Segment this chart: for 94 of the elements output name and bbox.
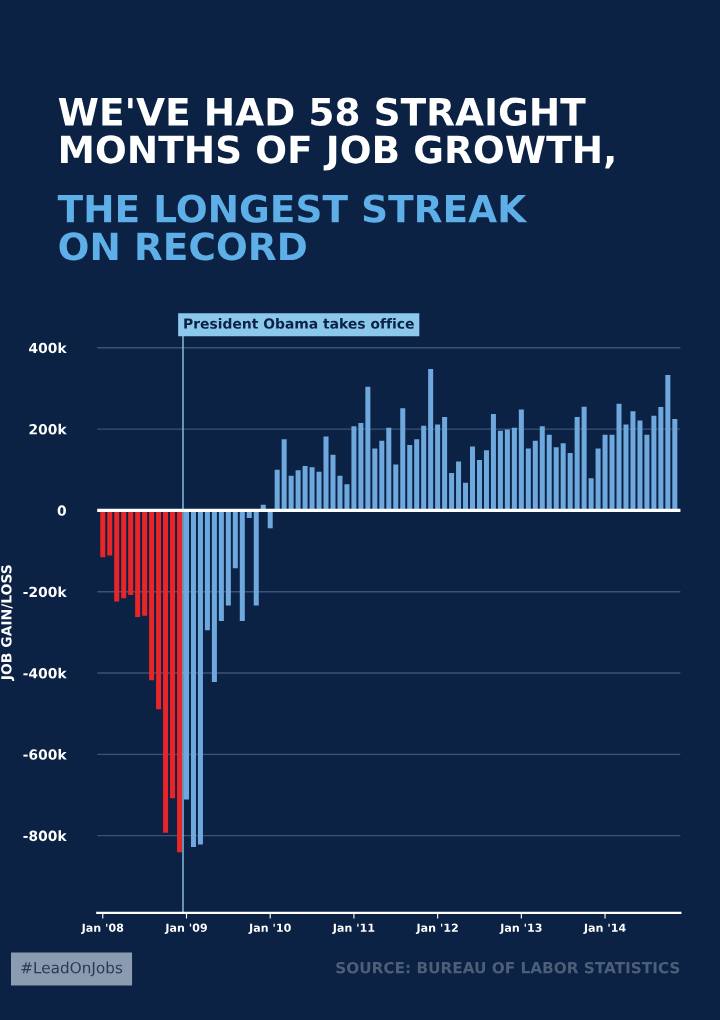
text: #LeadOnJobs (21, 961, 123, 977)
bar (595, 448, 601, 511)
bar (149, 510, 155, 681)
bar (658, 407, 664, 511)
bar (114, 510, 120, 602)
bar (288, 475, 294, 511)
bar (344, 484, 350, 511)
bar (393, 464, 399, 511)
bar (546, 434, 552, 511)
bar (476, 459, 482, 511)
bar (100, 510, 106, 558)
bar (177, 510, 183, 853)
bar (281, 439, 287, 511)
bar (553, 447, 559, 511)
bar (470, 446, 476, 511)
bar (490, 414, 496, 511)
bar (170, 510, 176, 799)
y-tick-label: 200k (29, 423, 67, 435)
bar (218, 510, 224, 621)
bar (525, 448, 531, 511)
bar (588, 478, 594, 511)
chart-title: WE'VE HAD 58 STRAIGHT MONTHS OF JOB GROWTH, (58, 97, 614, 171)
bar (518, 409, 524, 511)
bar (309, 467, 315, 511)
bar (414, 439, 420, 511)
bar (204, 510, 210, 631)
bar (665, 375, 671, 511)
bar (156, 510, 162, 710)
bar (651, 415, 657, 511)
x-tick-label: Jan '14 (583, 923, 626, 934)
bar (539, 426, 545, 511)
bar (225, 510, 231, 606)
y-tick-label: -200k (23, 586, 67, 598)
bar (428, 368, 434, 511)
bar (532, 440, 538, 511)
chart-subtitle: THE LONGEST STREAK ON RECORD (57, 194, 528, 261)
bar (274, 469, 280, 511)
bar (463, 482, 469, 511)
bar (672, 418, 678, 511)
bar (456, 461, 462, 511)
bar (351, 426, 357, 511)
bar (497, 430, 503, 511)
bar (449, 472, 455, 511)
bar (379, 440, 385, 511)
bar (163, 510, 169, 833)
bar (400, 408, 406, 511)
bar (574, 416, 580, 511)
bar (190, 510, 196, 848)
source-note: SOURCE: BUREAU OF LABOR STATISTICS (336, 961, 680, 974)
ref-line-label: President Obama takes office (184, 318, 414, 329)
bar (253, 510, 259, 606)
bar (567, 453, 573, 511)
y-axis-title: JOB GAIN/LOSS (1, 565, 15, 681)
bar (372, 448, 378, 511)
y-tick-label: 400k (29, 342, 67, 354)
bar (365, 386, 371, 511)
bar (295, 470, 301, 511)
bar (581, 406, 587, 511)
bar (302, 466, 308, 511)
bar (183, 510, 190, 800)
bar (483, 450, 489, 511)
bar (421, 425, 427, 511)
bar (560, 443, 566, 511)
bar (107, 510, 113, 556)
bar (121, 510, 127, 599)
bar (511, 427, 517, 511)
bar (442, 416, 448, 511)
bar (316, 471, 322, 511)
x-tick-label: Jan '09 (164, 923, 207, 934)
bar (358, 422, 364, 511)
bar (644, 434, 650, 511)
bar (128, 510, 134, 595)
y-tick-label: 0 (57, 505, 66, 516)
bar (630, 411, 636, 511)
y-tick-label: -400k (23, 667, 67, 679)
bar (602, 434, 608, 511)
bar (386, 427, 392, 511)
y-tick-label: -600k (23, 749, 67, 760)
bar (435, 424, 441, 511)
bar (135, 510, 141, 617)
y-tick-label: -800k (23, 830, 67, 842)
bar (232, 510, 238, 569)
bar (504, 429, 510, 511)
bar (197, 510, 203, 845)
bar (239, 510, 245, 621)
x-tick-label: Jan '08 (81, 923, 124, 934)
x-tick-label: Jan '13 (499, 923, 542, 934)
x-tick-label: Jan '12 (415, 923, 458, 934)
x-tick-label: Jan '11 (332, 923, 375, 934)
bar (407, 444, 413, 511)
x-tick-label: Jan '10 (248, 923, 291, 934)
bar (142, 510, 148, 616)
bar (637, 420, 643, 511)
bar (211, 510, 217, 682)
